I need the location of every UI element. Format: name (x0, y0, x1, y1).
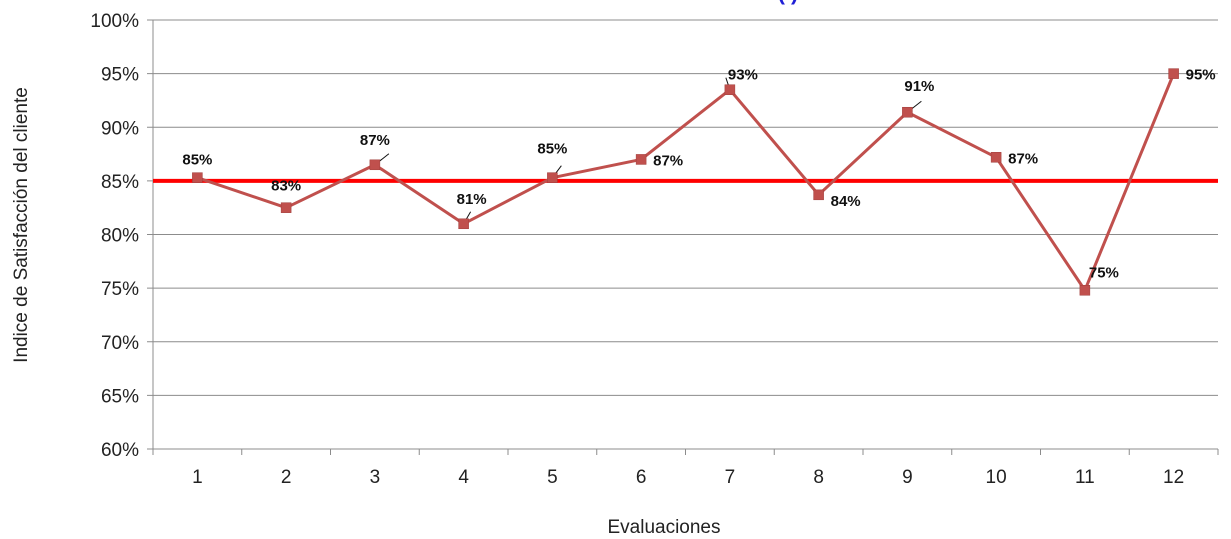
x-tick-label: 1 (192, 467, 203, 488)
y-tick-label: 95% (101, 65, 139, 86)
data-label: 84% (831, 193, 861, 210)
gridlines (147, 19, 1218, 450)
data-label: 85% (182, 152, 212, 169)
data-marker (1168, 68, 1179, 79)
axes (152, 20, 1219, 455)
y-tick-label: 85% (101, 172, 139, 193)
chart-title: ( ) (778, 0, 799, 5)
y-tick-label: 60% (101, 440, 139, 461)
x-tick-label: 11 (1075, 467, 1095, 488)
data-marker (724, 84, 736, 95)
data-marker (902, 106, 913, 118)
data-label: 75% (1089, 264, 1119, 281)
data-marker (990, 152, 1002, 163)
data-marker (1079, 285, 1091, 296)
y-tick-labels: 60% 65% 70% 75% 80% 85% 90% 95% 100% (90, 11, 139, 461)
data-marker (813, 189, 824, 201)
x-tick-label: 12 (1163, 467, 1184, 488)
data-label: 95% (1186, 67, 1216, 84)
y-tick-label: 100% (90, 11, 139, 32)
data-marker (635, 154, 647, 165)
data-label: 81% (457, 191, 487, 208)
data-marker (192, 172, 203, 183)
label-leader-lines (282, 77, 922, 225)
data-markers (192, 68, 1179, 296)
x-tick-label: 9 (902, 467, 913, 488)
data-labels: 85% 83% 87% 81% 85% 87% 93% 84% 91% 87% 75% 95% (182, 67, 1215, 282)
x-tick-label: 3 (370, 467, 381, 488)
y-tick-label: 75% (101, 279, 139, 300)
x-tick-label: 10 (986, 467, 1007, 488)
data-label: 87% (360, 132, 390, 149)
data-label: 87% (653, 152, 683, 169)
y-tick-label: 90% (101, 118, 139, 139)
series-line (196, 73, 1176, 292)
y-axis-title: Indice de Satisfacción del cliente (11, 87, 32, 363)
data-label: 91% (904, 78, 934, 95)
x-tick-label: 2 (281, 467, 292, 488)
data-label: 93% (728, 67, 758, 84)
data-marker (280, 202, 292, 213)
y-tick-label: 70% (101, 333, 139, 354)
x-tick-label: 5 (547, 467, 558, 488)
x-tick-label: 4 (458, 467, 469, 488)
x-tick-label: 6 (636, 467, 647, 488)
data-label: 85% (537, 141, 567, 158)
data-label: 83% (271, 178, 301, 195)
x-tick-label: 7 (725, 467, 736, 488)
x-tick-label: 8 (813, 467, 824, 488)
data-label: 87% (1008, 150, 1038, 167)
y-tick-label: 65% (101, 386, 139, 407)
data-marker (369, 159, 381, 171)
data-marker (547, 172, 558, 183)
data-marker (458, 218, 469, 230)
x-axis-title: Evaluaciones (607, 517, 720, 538)
y-tick-label: 80% (101, 226, 139, 247)
x-tick-labels: 1 2 3 4 5 6 7 8 9 10 11 12 (192, 467, 1184, 488)
